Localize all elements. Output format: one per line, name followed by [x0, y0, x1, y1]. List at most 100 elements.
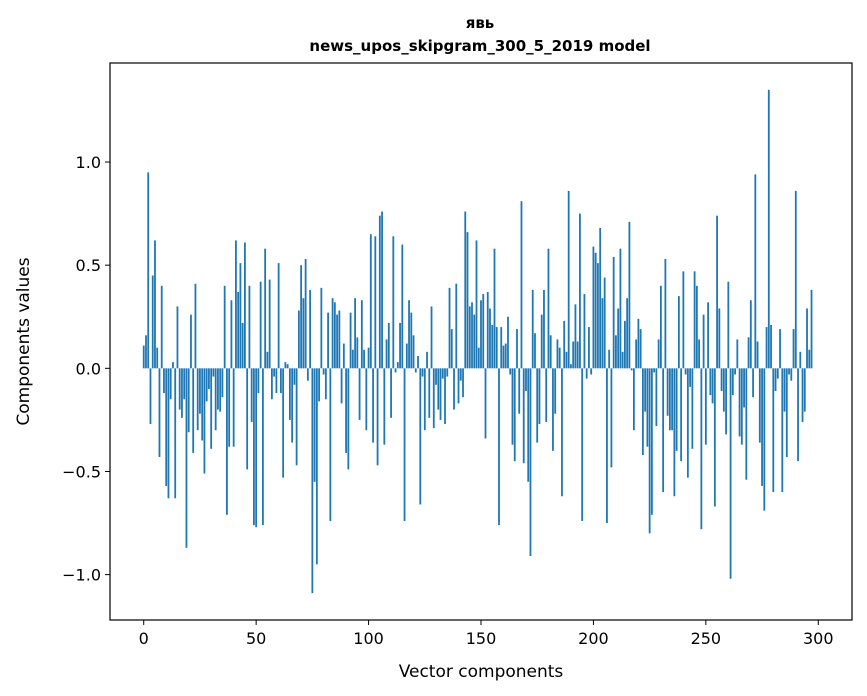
x-axis-ticks: 0 50 100 150 200 250 300: [139, 620, 834, 648]
bar-170: [525, 368, 527, 392]
bar-255: [716, 215, 718, 369]
bar-288: [790, 368, 793, 381]
bar-29: [208, 368, 210, 389]
bar-197: [585, 368, 588, 379]
bar-14: [174, 368, 177, 499]
bar-39: [230, 300, 233, 369]
bar-214: [624, 320, 626, 369]
bar-265: [738, 368, 741, 437]
x-tick-label-250: 250: [691, 629, 722, 648]
bar-290: [794, 190, 797, 369]
bar-64: [286, 364, 289, 369]
bar-144: [466, 232, 469, 369]
bar-71: [302, 298, 305, 369]
x-tick-label-100: 100: [353, 629, 384, 648]
bar-34: [219, 368, 222, 412]
bar-47: [248, 285, 251, 369]
bar-31: [212, 368, 215, 377]
bar-201: [594, 252, 597, 369]
bar-205: [603, 277, 606, 369]
bar-257: [720, 368, 723, 392]
bar-53: [262, 368, 264, 526]
x-tick-label-50: 50: [246, 629, 266, 648]
bar-225: [648, 368, 651, 534]
bar-117: [405, 343, 408, 369]
bar-189: [567, 190, 570, 369]
bar-267: [743, 368, 745, 408]
bar-5: [154, 240, 156, 369]
bar-149: [477, 347, 480, 369]
bar-129: [432, 368, 435, 429]
x-tick-label-150: 150: [466, 629, 497, 648]
bar-280: [772, 368, 775, 493]
bar-248: [700, 368, 703, 530]
bar-204: [601, 298, 604, 369]
bar-158: [498, 368, 500, 526]
bar-120: [412, 335, 415, 369]
bar-40: [232, 368, 235, 447]
bar-75: [311, 368, 314, 594]
bar-101: [369, 234, 372, 369]
bar-4: [151, 275, 154, 369]
bar-77: [315, 368, 318, 565]
bar-2: [147, 172, 150, 369]
bar-250: [704, 368, 707, 445]
bar-236: [673, 368, 676, 497]
bar-239: [680, 368, 683, 462]
y-tick-label-1: −0.5: [62, 462, 101, 481]
bars: [142, 89, 813, 594]
bar-104: [376, 368, 379, 466]
bar-115: [401, 244, 404, 369]
bar-98: [363, 349, 365, 369]
bar-200: [592, 246, 595, 369]
bar-0: [142, 345, 145, 369]
bar-23: [194, 283, 197, 369]
bar-21: [190, 314, 192, 369]
bar-110: [390, 368, 392, 418]
bar-296: [808, 349, 811, 369]
bar-87: [338, 310, 341, 369]
bar-274: [758, 368, 761, 443]
bar-107: [383, 368, 386, 445]
bar-284: [781, 368, 784, 493]
bar-65: [288, 368, 291, 420]
bar-251: [707, 302, 709, 369]
bar-269: [747, 337, 750, 369]
bar-24: [196, 368, 199, 431]
bar-190: [570, 364, 572, 369]
bar-222: [641, 368, 644, 455]
bar-281: [774, 368, 777, 392]
bar-292: [799, 351, 802, 369]
bar-277: [765, 327, 768, 369]
bar-123: [419, 368, 422, 505]
bar-51: [257, 368, 260, 394]
bar-264: [736, 339, 739, 369]
bar-59: [275, 368, 278, 394]
bar-61: [279, 368, 282, 394]
bar-35: [221, 368, 224, 398]
bar-132: [439, 368, 442, 420]
bar-28: [205, 368, 208, 402]
bar-113: [396, 362, 399, 369]
bar-42: [237, 291, 240, 369]
bar-259: [725, 368, 727, 435]
bar-81: [324, 368, 327, 400]
bar-80: [322, 368, 325, 375]
bar-108: [385, 339, 388, 369]
bar-93: [351, 349, 354, 369]
bar-7: [158, 368, 161, 458]
bar-156: [493, 248, 496, 369]
bar-194: [579, 213, 581, 369]
bar-282: [776, 368, 779, 379]
bar-74: [309, 289, 312, 369]
bar-175: [536, 368, 539, 443]
bar-6: [156, 347, 159, 369]
bar-152: [484, 368, 487, 439]
bar-139: [455, 283, 458, 369]
bar-278: [767, 89, 770, 369]
bar-124: [421, 368, 424, 377]
bar-240: [682, 271, 685, 369]
bar-276: [763, 368, 766, 511]
bar-85: [333, 302, 336, 369]
bar-44: [241, 322, 244, 369]
